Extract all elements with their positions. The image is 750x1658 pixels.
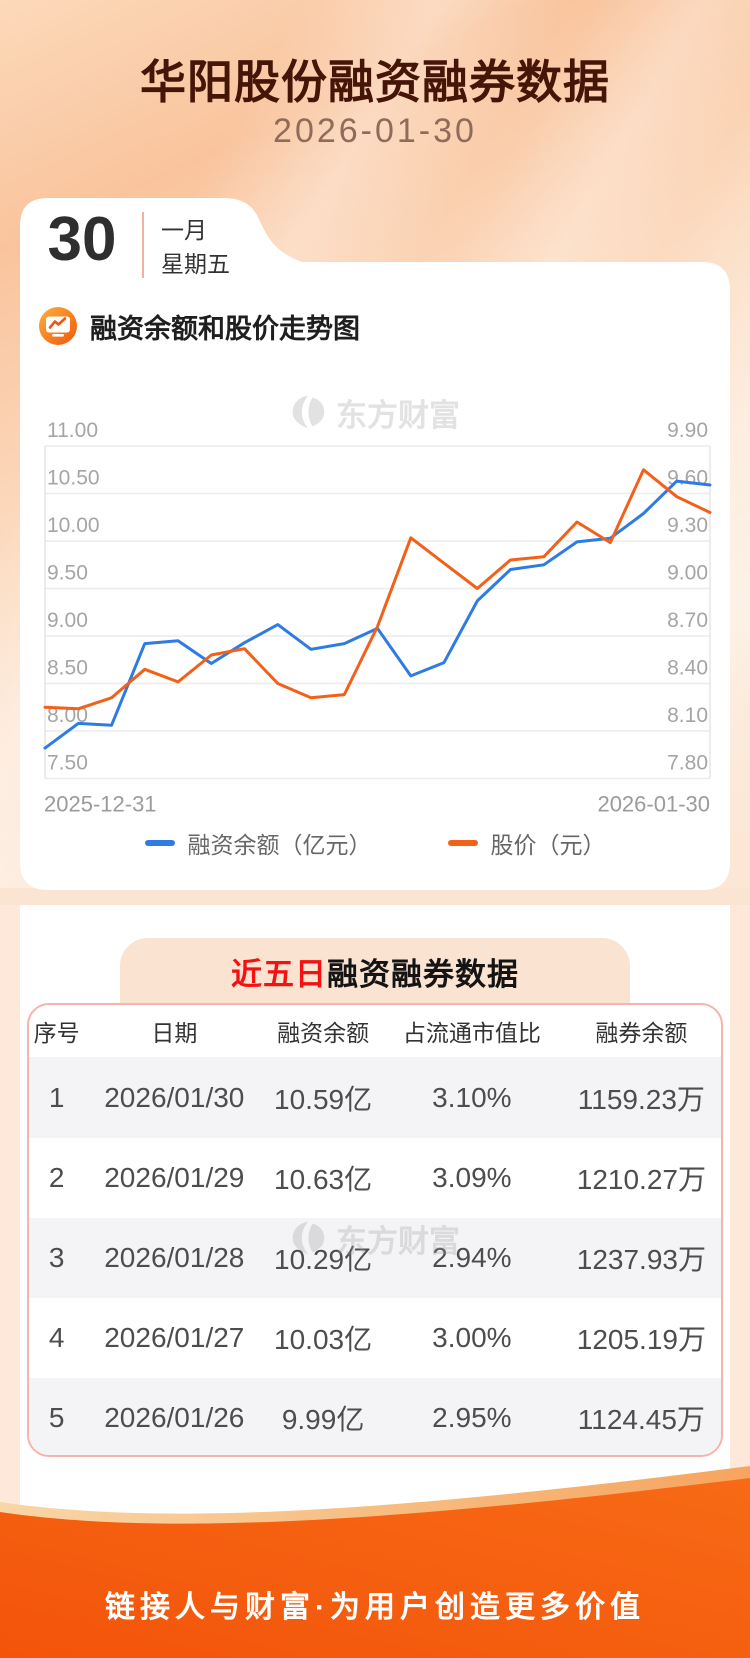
chart-card-shape (20, 198, 730, 890)
table-cell: 4 (48, 1322, 65, 1353)
legend-dash-icon (144, 840, 175, 846)
table-cell: 5 (48, 1402, 65, 1433)
footer-slogan: 链接人与财富·为用户创造更多价值 (105, 1591, 645, 1624)
svg-text:9.30: 9.30 (667, 514, 708, 537)
table-column-header: 日期 (151, 1020, 198, 1046)
table-cell: 3 (48, 1242, 65, 1273)
legend-label: 融资余额（亿元） (187, 832, 372, 858)
table-cell: 10.03亿 (274, 1324, 373, 1355)
legend-dash-icon (447, 840, 478, 846)
svg-text:7.80: 7.80 (667, 752, 708, 775)
table-cell: 1124.45万 (577, 1404, 705, 1435)
page-date: 2026-01-30 (273, 112, 477, 150)
svg-text:8.50: 8.50 (47, 657, 88, 680)
legend-item: 融资余额（亿元） (144, 826, 372, 860)
page-title: 华阳股份融资融券数据 (140, 56, 610, 108)
table-cell: 2 (48, 1162, 65, 1193)
chart-section-title: 融资余额和股价走势图 (90, 313, 360, 344)
table-cell: 2026/01/30 (104, 1082, 245, 1113)
svg-text:10.50: 10.50 (47, 467, 100, 490)
table-cell: 2026/01/28 (104, 1242, 245, 1273)
svg-text:8.10: 8.10 (667, 704, 708, 727)
table-title-highlight: 近五日 (231, 957, 327, 992)
table-cell: 10.63亿 (274, 1164, 373, 1195)
table-cell: 1205.19万 (576, 1324, 706, 1355)
svg-text:9.50: 9.50 (47, 562, 88, 585)
calendar-month: 一月 (161, 217, 207, 243)
svg-text:9.00: 9.00 (47, 609, 88, 632)
chart-legend: 融资余额（亿元） 股价（元） (20, 826, 730, 860)
calendar-weekday: 星期五 (161, 251, 230, 277)
table-cell: 1 (48, 1082, 65, 1113)
calendar-divider (142, 212, 144, 278)
table-column-header: 融券余额 (595, 1020, 688, 1046)
svg-text:9.00: 9.00 (667, 562, 708, 585)
table-title-rest: 融资融券数据 (327, 957, 519, 992)
section-divider-band (0, 888, 750, 905)
table-cell: 1237.93万 (576, 1244, 706, 1275)
calendar-day: 30 (47, 205, 117, 274)
table-column-header: 序号 (33, 1020, 80, 1046)
table-cell: 10.59亿 (274, 1084, 373, 1115)
table-header-row: 序号 日期 融资余额 占流通市值比 融券余额 (29, 1005, 721, 1058)
table-cell: 2.94% (432, 1242, 512, 1273)
table-cell: 3.09% (432, 1162, 512, 1193)
table-cell: 3.00% (432, 1322, 512, 1353)
table-cell: 1159.23万 (577, 1084, 705, 1115)
table-row: 2 2026/01/29 10.63亿 3.09% 1210.27万 (29, 1138, 721, 1218)
table-cell: 3.10% (432, 1082, 512, 1113)
svg-text:10.00: 10.00 (47, 514, 100, 537)
table-cell: 1210.27万 (576, 1164, 706, 1195)
table-row: 5 2026/01/26 9.99亿 2.95% 1124.45万 (29, 1378, 721, 1455)
table-cell: 2026/01/26 (104, 1402, 245, 1433)
trend-chart-icon (38, 306, 78, 346)
margin-data-table: 序号 日期 融资余额 占流通市值比 融券余额 1 2026/01/30 10.59亿 3.10… (27, 1003, 723, 1457)
legend-label: 股价（元） (490, 832, 606, 858)
table-cell: 2.95% (432, 1402, 512, 1433)
svg-text:8.70: 8.70 (667, 609, 708, 632)
svg-text:2025-12-31: 2025-12-31 (44, 792, 157, 817)
table-row: 1 2026/01/30 10.59亿 3.10% 1159.23万 (29, 1058, 721, 1138)
table-row: 4 2026/01/27 10.03亿 3.00% 1205.19万 (29, 1298, 721, 1378)
table-cell: 9.99亿 (281, 1404, 365, 1435)
svg-text:7.50: 7.50 (47, 752, 88, 775)
svg-text:8.40: 8.40 (667, 657, 708, 680)
table-cell: 2026/01/27 (104, 1322, 245, 1353)
svg-text:11.00: 11.00 (47, 419, 98, 442)
footer-wave (0, 1466, 750, 1658)
legend-item: 股价（元） (447, 826, 606, 860)
svg-text:2026-01-30: 2026-01-30 (597, 792, 710, 817)
table-cell: 2026/01/29 (104, 1162, 245, 1193)
svg-text:9.90: 9.90 (667, 419, 708, 442)
table-column-header: 融资余额 (277, 1020, 370, 1046)
table-row: 3 2026/01/28 10.29亿 2.94% 1237.93万 (29, 1218, 721, 1298)
table-cell: 10.29亿 (274, 1244, 373, 1275)
table-column-header: 占流通市值比 (402, 1020, 541, 1046)
